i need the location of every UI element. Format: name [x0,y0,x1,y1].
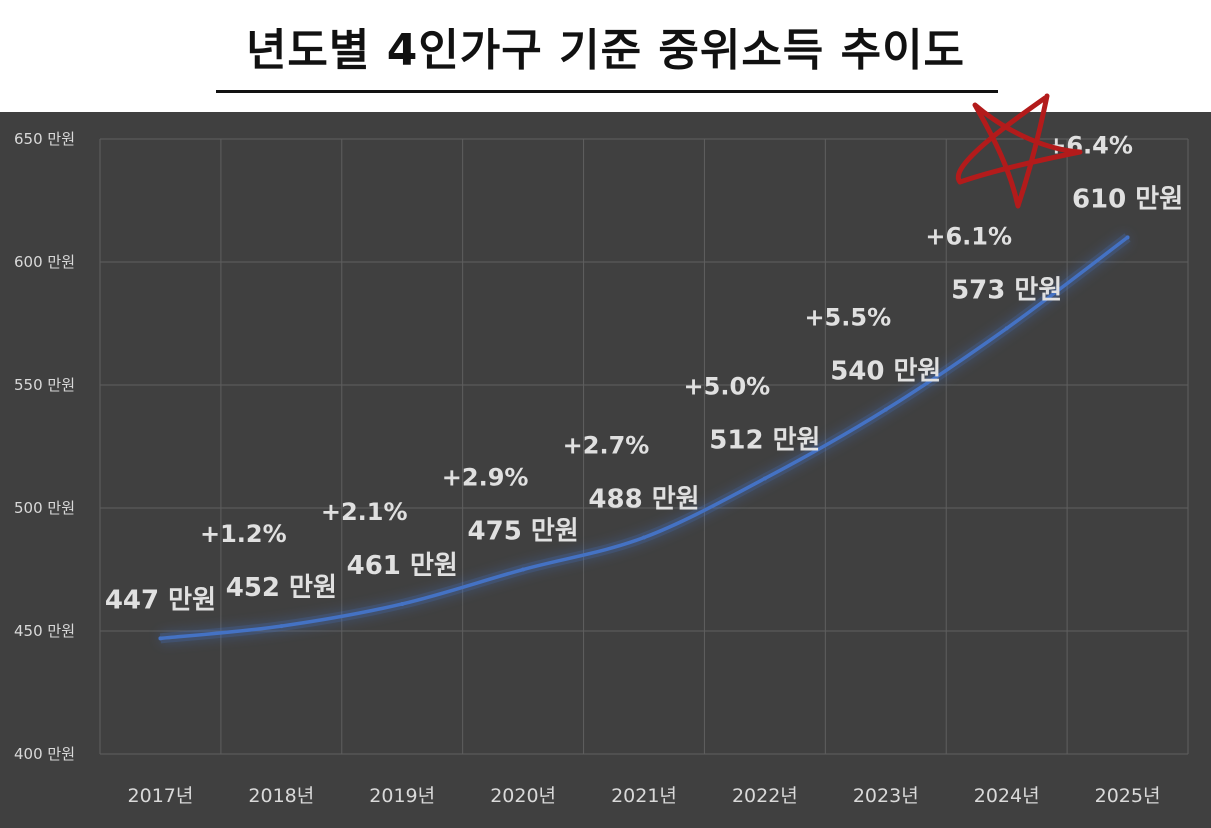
chart-panel [0,112,1211,828]
y-tick-label: 500 만원 [14,499,75,517]
y-tick-label: 600 만원 [14,253,75,271]
value-label: 488 만원 [588,485,699,515]
data-point [158,636,163,641]
x-tick-label: 2022년 [732,785,798,807]
x-tick-label: 2024년 [974,785,1040,807]
data-point [521,567,526,572]
data-point [642,535,646,540]
y-tick-label: 650 만원 [14,130,75,148]
value-label: 475 만원 [468,517,579,547]
value-label: 512 만원 [709,425,820,455]
growth-label: +5.0% [684,372,771,400]
title-area: 년도별 4인가구 기준 중위소득 추이도 [0,0,1211,110]
data-point [1125,235,1130,240]
y-axis: 400 만원 450 만원 500 만원 550 만원 600 만원 650 만원 [14,130,75,763]
grid [99,138,1189,755]
value-label: 610 만원 [1072,184,1183,214]
growth-label: +5.5% [804,304,891,332]
x-tick-label: 2023년 [853,785,919,807]
growth-label: +2.7% [563,432,650,460]
data-point [883,407,888,412]
x-tick-label: 2020년 [490,785,556,807]
title-underline [216,90,998,93]
growth-label: +1.2% [200,520,287,548]
growth-label: +6.1% [925,222,1012,250]
page-title: 년도별 4인가구 기준 중위소득 추이도 [245,25,966,76]
data-point [279,624,284,629]
growth-label: +2.9% [442,464,529,492]
y-tick-label: 450 만원 [14,622,75,640]
x-tick-label: 2021년 [611,785,677,807]
x-tick-label: 2025년 [1095,785,1161,807]
x-tick-label: 2017년 [128,785,194,807]
x-tick-label: 2018년 [248,785,314,807]
value-label: 573 만원 [951,275,1062,305]
x-axis: 2017년 2018년 2019년 2020년 2021년 2022년 2023년 2024년… [128,785,1161,807]
y-tick-label: 550 만원 [14,376,75,394]
growth-label: +2.1% [321,498,408,526]
data-point [1004,326,1009,331]
data-point [400,601,405,606]
data-labels: 447 만원 452 만원 +1.2% 461 만원 +2.1% 475 만원 +2.9% 4… [105,131,1183,615]
value-label: 461 만원 [347,551,458,581]
red-star-icon [955,93,1083,209]
y-tick-label: 400 만원 [14,745,75,763]
value-label: 447 만원 [105,585,216,615]
x-tick-label: 2019년 [369,785,435,807]
value-label: 452 만원 [226,573,337,603]
value-label: 540 만원 [830,357,941,387]
data-point [762,476,767,481]
series [158,233,1131,644]
